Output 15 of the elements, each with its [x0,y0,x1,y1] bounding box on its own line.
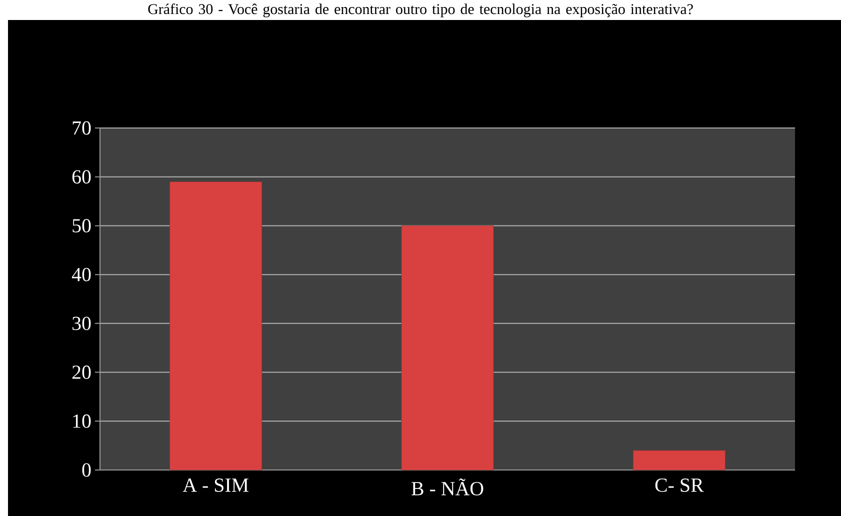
y-tick-label: 0 [82,463,91,477]
y-tick-label: 70 [72,121,91,135]
bar [401,226,494,470]
chart-title: Gráfico 30 - Você gostaria de encontrar outro tipo de tecnologia na exposição interativa? [148,4,693,18]
bar [632,450,726,470]
x-tick-label: A - SIM [182,478,248,492]
y-tick-label: 20 [72,366,91,379]
y-tick-label: 10 [73,414,91,428]
y-tick-label: 60 [72,170,91,184]
y-tick-label: 40 [72,268,91,282]
y-tick-label: 30 [72,316,91,330]
x-tick-label: C- SR [655,478,704,492]
bar [170,182,262,470]
x-tick-label: B - NÃO [412,478,484,496]
y-tick-label: 50 [72,218,91,232]
